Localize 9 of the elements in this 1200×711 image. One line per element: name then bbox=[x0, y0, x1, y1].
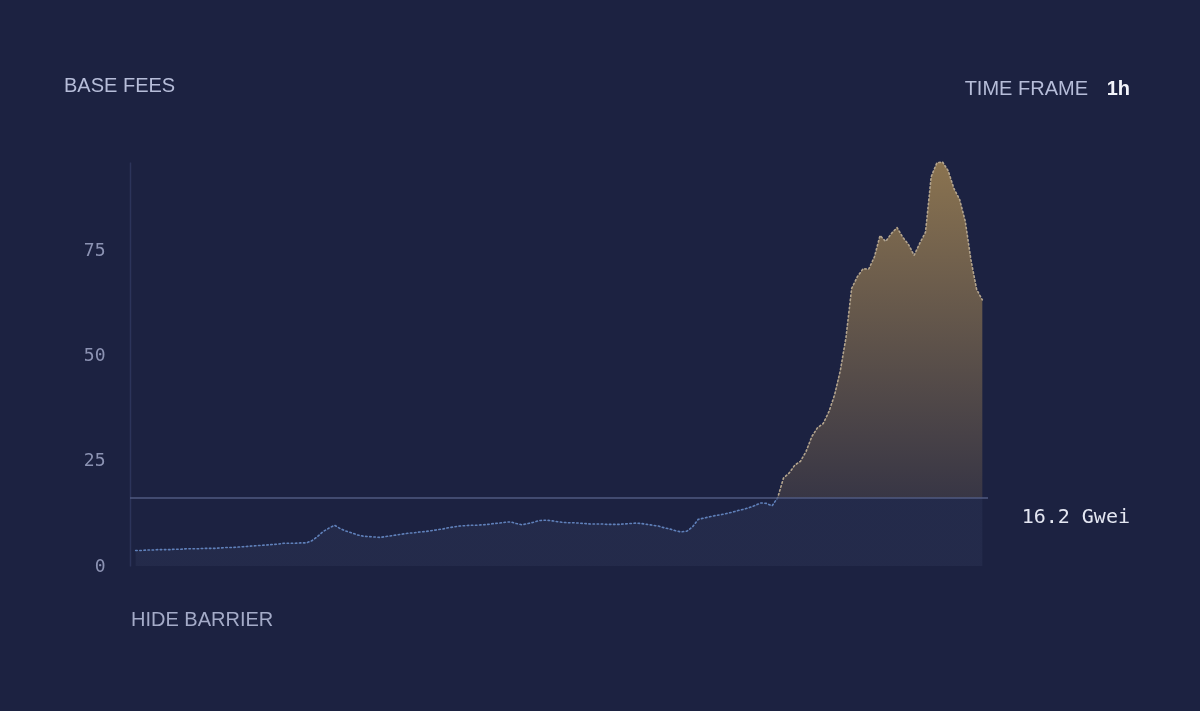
ref-line-label: 16.2 Gwei bbox=[1021, 503, 1130, 528]
text: HIDE BARRIER bbox=[131, 608, 274, 630]
y-tick-label: 50 bbox=[83, 344, 106, 366]
y-tick-label: 0 bbox=[94, 554, 106, 576]
text: TIME FRAME bbox=[964, 77, 1088, 99]
chart-title: BASE FEES bbox=[64, 74, 176, 96]
y-tick-label: 75 bbox=[83, 239, 106, 261]
text: 1h bbox=[1106, 77, 1130, 99]
y-tick-label: 25 bbox=[83, 449, 106, 471]
